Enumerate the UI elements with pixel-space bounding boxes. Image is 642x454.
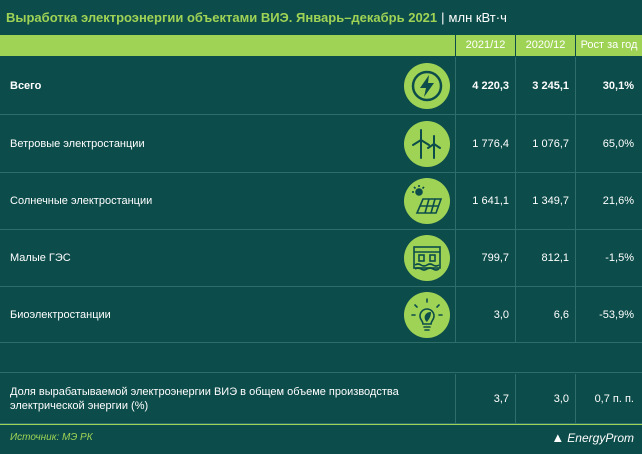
lightning-bolt-icon xyxy=(403,62,450,109)
value-2020: 1 349,7 xyxy=(515,173,575,229)
energyprom-logo-icon: ▲ xyxy=(551,430,565,445)
value-2020: 3 245,1 xyxy=(515,57,575,114)
column-header-2020: 2020/12 xyxy=(515,35,575,56)
row-label: Малые ГЭС xyxy=(10,252,71,264)
table-row-solar: Солнечные электростанции 1 641,1 1 349,7… xyxy=(0,173,642,230)
value-2020: 6,6 xyxy=(515,287,575,342)
spacer-row xyxy=(0,343,642,373)
row-label: Ветровые электростанции xyxy=(10,137,145,150)
value-2020: 3,0 xyxy=(515,374,575,423)
icon-cell xyxy=(398,57,455,114)
table-row-hydro: Малые ГЭС 799,7 812,1 -1,5% xyxy=(0,230,642,287)
column-header-2021: 2021/12 xyxy=(455,35,515,56)
value-growth: 65,0% xyxy=(575,115,642,172)
value-2021: 4 220,3 xyxy=(455,57,515,114)
value-2021: 799,7 xyxy=(455,230,515,286)
table-row-total: Всего 4 220,3 3 245,1 30,1% xyxy=(0,57,642,115)
hydro-dam-icon xyxy=(403,235,450,281)
table-row-bio: Биоэлектростанции 3,0 6,6 -53,9% xyxy=(0,287,642,343)
table-row-wind: Ветровые электростанции 1 776,4 1 076,7 … xyxy=(0,115,642,173)
footer-divider xyxy=(0,424,642,425)
solar-panel-icon xyxy=(403,178,450,224)
value-growth: 21,6% xyxy=(575,173,642,229)
wind-turbine-icon xyxy=(403,120,450,167)
icon-cell xyxy=(398,287,455,342)
table-header: 2021/12 2020/12 Рост за год xyxy=(0,35,642,56)
icon-cell xyxy=(398,115,455,172)
value-growth: 30,1% xyxy=(575,57,642,114)
title-separator: | xyxy=(441,10,445,25)
bio-bulb-icon xyxy=(403,291,450,338)
row-label: Доля вырабатываемой электроэнергии ВИЭ в… xyxy=(10,385,399,412)
icon-cell xyxy=(398,173,455,229)
row-label: Солнечные электростанции xyxy=(10,195,153,207)
icon-cell xyxy=(398,230,455,286)
page-title: Выработка электроэнергии объектами ВИЭ. … xyxy=(0,0,642,35)
brand-name: EnergyProm xyxy=(567,430,634,445)
source-note: Источник: МЭ РК xyxy=(10,432,93,443)
table-row-share: Доля вырабатываемой электроэнергии ВИЭ в… xyxy=(0,374,642,424)
value-growth: -53,9% xyxy=(575,287,642,342)
value-2020: 1 076,7 xyxy=(515,115,575,172)
row-label: Всего xyxy=(10,79,42,92)
value-2021: 3,7 xyxy=(455,374,515,423)
value-2021: 1 641,1 xyxy=(455,173,515,229)
value-2021: 1 776,4 xyxy=(455,115,515,172)
value-growth: 0,7 п. п. xyxy=(575,374,642,423)
brand-logo: ▲ EnergyProm xyxy=(551,430,634,445)
unit-text: млн кВт·ч xyxy=(448,10,507,25)
row-label: Биоэлектростанции xyxy=(10,308,111,321)
column-header-growth: Рост за год xyxy=(575,35,642,56)
value-growth: -1,5% xyxy=(575,230,642,286)
title-text: Выработка электроэнергии объектами ВИЭ. … xyxy=(6,10,438,25)
value-2021: 3,0 xyxy=(455,287,515,342)
value-2020: 812,1 xyxy=(515,230,575,286)
